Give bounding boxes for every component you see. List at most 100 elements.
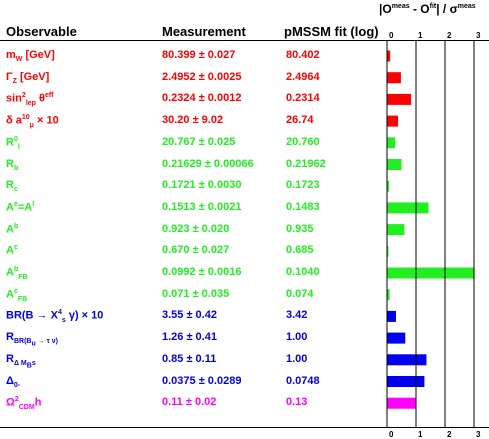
observable-sub: BR(Bu → τ ν) [13,338,58,348]
col-header-pull: |Omeas - Ofit| / σmeas [379,2,476,16]
tick-label-bottom: 1 [418,430,423,439]
measurement-value: 0.21629 ± 0.00066 [162,157,254,170]
observable-label: R0l [6,136,20,151]
observable-base: R [6,179,14,192]
tick-label-bottom: 3 [476,430,481,439]
observable-sup2: eff [44,92,54,100]
measurement-value: 1.26 ± 0.41 [162,331,217,344]
observable-sub: FB [17,295,28,303]
observable-sub: Δ MBs [13,359,36,370]
observable-tail: [GeV] [16,70,50,83]
observable-sup: e [13,200,18,208]
observable-sup2: l [32,200,35,208]
pull-bar [387,137,396,149]
header-rule [0,40,489,41]
observable-label: RΔ MBs [6,353,36,370]
observable-tail: h [34,396,42,409]
observable-sub: 0- [13,381,21,389]
observable-label: mW [GeV] [6,49,55,63]
fit-value: 0.13 [286,396,308,409]
measurement-value: 0.2324 ± 0.0012 [162,92,242,105]
col-header-observable: Observable [6,24,77,39]
pull-bar [387,376,425,387]
observable-base: Ω [6,396,15,409]
measurement-value: 3.55 ± 0.42 [162,309,217,322]
fit-value: 1.00 [286,352,308,365]
observable-base: A [6,288,14,301]
measurement-value: 0.0992 ± 0.0016 [162,266,242,278]
observable-sub: CDM [18,404,35,412]
observable-base: sin [6,93,22,106]
measurement-value: 0.11 ± 0.02 [162,396,217,409]
fit-value: 2.4964 [286,70,320,83]
observable-sub: Z [12,77,17,85]
measurement-value: 2.4952 ± 0.0025 [162,70,242,83]
observable-label: Δ0- [6,375,20,389]
observable-label: BR(B → X4s γ) × 10 [6,309,103,324]
observable-base: R [6,352,14,365]
measurement-value: 80.399 ± 0.027 [162,49,236,61]
observable-label: sin2lep θeff [6,92,54,107]
fit-value: 0.074 [286,287,314,300]
observable-sup: 4 [57,309,62,317]
observable-label: Ab [6,223,18,236]
measurement-value: 0.1721 ± 0.0030 [162,179,242,192]
observable-sub: c [13,186,18,194]
observable-base: A [6,244,14,257]
pull-bar [387,50,391,62]
pull-bar [387,93,412,105]
observable-sup: 10 [21,114,30,122]
observable-sup: c [13,244,18,252]
observable-base: A [6,223,14,236]
pull-bar [387,224,405,236]
observable-base: R [6,157,14,170]
observable-base: R [6,136,14,149]
pull-bar [387,115,399,127]
fit-value: 1.00 [286,331,308,344]
observable-label: Ω2CDMh [6,396,41,411]
tick-label-top: 1 [418,31,423,40]
observable-sub: l [17,143,20,151]
pull-bar [387,332,406,344]
fit-value: 0.2314 [286,92,320,105]
observable-label: AcFB [6,288,27,303]
fit-value: 0.1040 [286,266,320,278]
tick-label-top: 3 [476,31,481,40]
observable-label: ΓZ [GeV] [6,71,49,85]
observable-base: m [6,49,16,61]
observable-sup: 2 [14,396,19,404]
observable-base2: θ [35,93,45,106]
fit-value: 20.760 [286,135,320,148]
observable-base: A [6,266,14,279]
fit-value: 0.1483 [286,200,320,213]
observable-sub-tail: → τ ν) [35,338,58,346]
fit-value: 0.935 [286,222,314,235]
fit-value: 0.685 [286,244,314,257]
pull-bar [387,267,474,279]
measurement-value: 0.1513 ± 0.0021 [162,200,242,213]
observable-tail: × 10 [33,114,59,127]
measurement-value: 0.670 ± 0.027 [162,244,230,257]
observable-base: δ a [6,114,22,127]
pull-bar [387,354,427,366]
observable-sub-tail: s [31,359,36,367]
fit-value: 0.0748 [286,374,320,387]
pull-bar [387,245,389,257]
observable-tail: [GeV] [22,49,55,61]
observable-sub: lep [25,100,36,108]
observable-label: Rb [6,158,18,172]
observable-sub: μ [29,121,34,129]
observable-sup: c [13,287,18,295]
observable-base: BR(B → X [6,310,58,323]
observable-label: Ac [6,244,18,257]
fit-value: 0.21962 [286,157,326,170]
fit-value: 0.1723 [286,179,320,192]
measurement-value: 0.923 ± 0.020 [162,222,230,235]
observable-subsub: B [26,362,32,370]
tick-label-top: 0 [389,31,394,40]
pull-bar [387,397,416,409]
pull-bar [387,180,390,192]
observable-sub: s [61,317,66,325]
observable-label: δ a10μ × 10 [6,114,59,129]
